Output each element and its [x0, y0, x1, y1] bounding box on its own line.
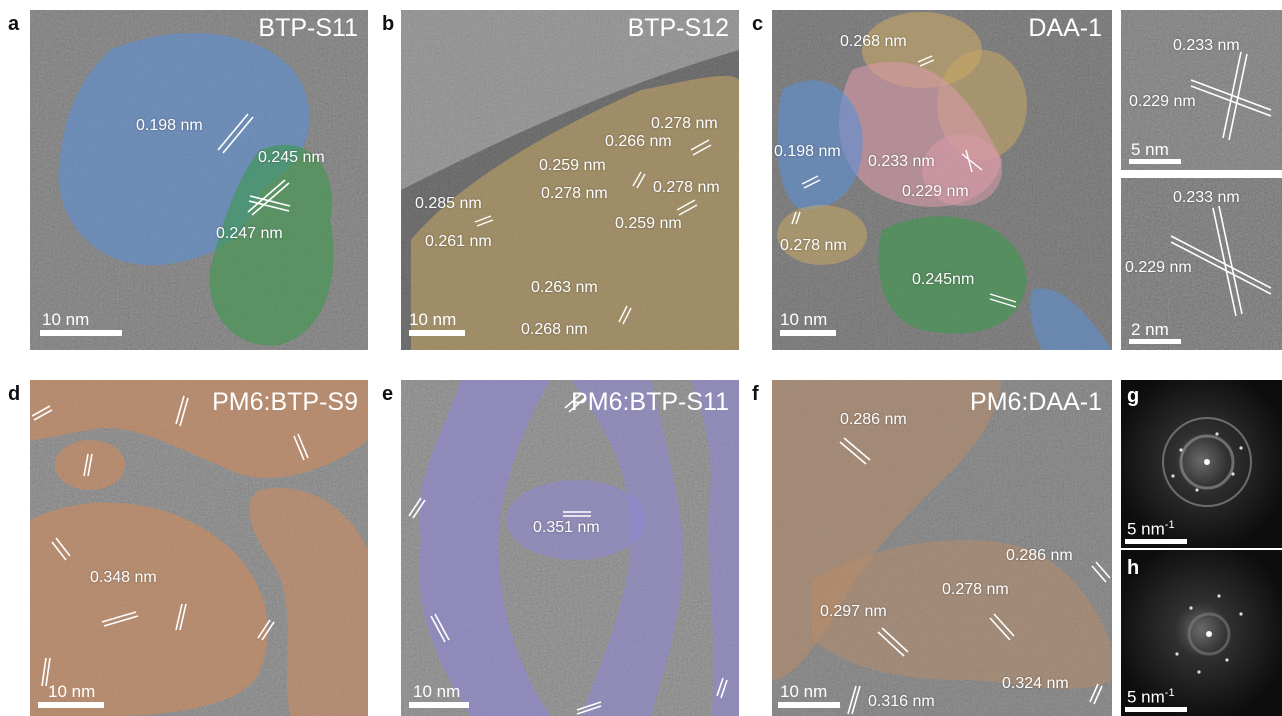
measurement-label: 0.233 nm	[868, 153, 935, 170]
scale-bar	[1129, 339, 1181, 344]
measurement-label: 0.324 nm	[1002, 675, 1069, 692]
measurement-label: 0.268 nm	[840, 33, 907, 50]
measurement-label: 0.278 nm	[780, 237, 847, 254]
scale-bar-label: 10 nm	[780, 682, 828, 701]
panel-letter: f	[752, 383, 759, 405]
measurement-label: 0.316 nm	[868, 693, 935, 710]
unit-exponent: -1	[1164, 519, 1175, 532]
measurement-label: 0.247 nm	[216, 225, 283, 242]
measurement-label: 0.198 nm	[774, 143, 841, 160]
tem-image-c	[772, 10, 1112, 350]
scale-bar-label: 10 nm	[42, 310, 90, 329]
measurement-label: 0.278 nm	[942, 581, 1009, 598]
measurement-label: 0.259 nm	[539, 157, 606, 174]
panel-letter: a	[8, 13, 20, 35]
measurement-label: 0.297 nm	[820, 603, 887, 620]
panel-c-inset-top: 0.233 nm 0.229 nm 5 nm	[1121, 10, 1282, 170]
scale-bar	[778, 702, 840, 708]
scale-bar	[780, 330, 836, 336]
measurement-label: 0.245nm	[912, 271, 975, 288]
measurement-label: 0.286 nm	[1006, 547, 1073, 564]
scale-bar-label: 10 nm	[409, 310, 457, 329]
panel-title: PM6:BTP-S11	[571, 388, 729, 416]
scale-bar-label: 5 nm-1	[1127, 687, 1175, 707]
panel-title: PM6:BTP-S9	[212, 388, 358, 416]
measurement-label: 0.278 nm	[541, 185, 608, 202]
scale-bar	[1129, 159, 1181, 164]
scale-bar	[38, 702, 104, 708]
measurement-label: 0.266 nm	[605, 133, 672, 150]
measurement-label: 0.278 nm	[653, 179, 720, 196]
scale-bar	[409, 702, 469, 708]
measurement-label: 0.261 nm	[425, 233, 492, 250]
panel-title: DAA-1	[1028, 14, 1102, 42]
measurement-label: 0.351 nm	[533, 519, 600, 536]
measurement-label: 0.348 nm	[90, 569, 157, 586]
tem-image-e	[401, 380, 739, 716]
measurement-label: 0.229 nm	[902, 183, 969, 200]
scale-bar	[40, 330, 122, 336]
scale-bar-label: 2 nm	[1131, 320, 1169, 339]
panel-b: BTP-S12 0.278 nm 0.266 nm 0.259 nm 0.278…	[401, 10, 739, 350]
panel-e: PM6:BTP-S11 0.351 nm 10 nm	[401, 380, 739, 716]
panel-letter: h	[1127, 557, 1140, 579]
scale-bar-label: 5 nm-1	[1127, 519, 1175, 539]
panel-a: BTP-S11 0.198 nm 0.245 nm 0.247 nm 10 nm	[30, 10, 368, 350]
measurement-label: 0.245 nm	[258, 149, 325, 166]
measurement-label: 0.259 nm	[615, 215, 682, 232]
panel-d: PM6:BTP-S9 0.348 nm 10 nm	[30, 380, 368, 716]
panel-title: PM6:DAA-1	[970, 388, 1102, 416]
measurement-label: 0.286 nm	[840, 411, 907, 428]
panel-letter: c	[752, 13, 764, 35]
measurement-label: 0.263 nm	[531, 279, 598, 296]
tem-image-c-inset-top	[1121, 10, 1282, 170]
tem-image-d	[30, 380, 368, 716]
scale-bar	[409, 330, 465, 336]
scale-bar	[1125, 539, 1187, 544]
measurement-label: 0.278 nm	[651, 115, 718, 132]
fft-image-h	[1121, 550, 1282, 716]
tem-image-c-inset-bottom	[1121, 178, 1282, 350]
panel-letter: e	[382, 383, 394, 405]
panel-letter: d	[8, 383, 21, 405]
panel-letter: g	[1127, 385, 1140, 407]
scale-bar-label: 10 nm	[413, 682, 461, 701]
measurement-label: 0.233 nm	[1173, 37, 1240, 54]
fft-image-g	[1121, 380, 1282, 548]
tem-image-b	[401, 10, 739, 350]
panel-title: BTP-S11	[258, 14, 358, 42]
panel-c-inset-bottom: 0.233 nm 0.229 nm 2 nm	[1121, 178, 1282, 350]
scale-bar-label: 5 nm	[1131, 140, 1169, 159]
measurement-label: 0.198 nm	[136, 117, 203, 134]
measurement-label: 0.229 nm	[1129, 93, 1196, 110]
panel-letter: b	[382, 13, 395, 35]
measurement-label: 0.233 nm	[1173, 189, 1240, 206]
measurement-label: 0.285 nm	[415, 195, 482, 212]
scale-bar-label: 10 nm	[48, 682, 96, 701]
panel-title: BTP-S12	[627, 14, 729, 42]
panel-f: PM6:DAA-1 0.286 nm 0.286 nm 0.278 nm 0.2…	[772, 380, 1112, 716]
measurement-label: 0.268 nm	[521, 321, 588, 338]
panel-h: 5 nm-1	[1121, 550, 1282, 716]
scale-bar-label: 10 nm	[780, 310, 828, 329]
unit-exponent: -1	[1164, 687, 1175, 700]
scale-bar	[1125, 707, 1187, 712]
panel-c: DAA-1 0.268 nm 0.198 nm 0.233 nm 0.229 n…	[772, 10, 1112, 350]
tem-image-f	[772, 380, 1112, 716]
measurement-label: 0.229 nm	[1125, 259, 1192, 276]
tem-image-a	[30, 10, 368, 350]
panel-g: 5 nm-1	[1121, 380, 1282, 548]
